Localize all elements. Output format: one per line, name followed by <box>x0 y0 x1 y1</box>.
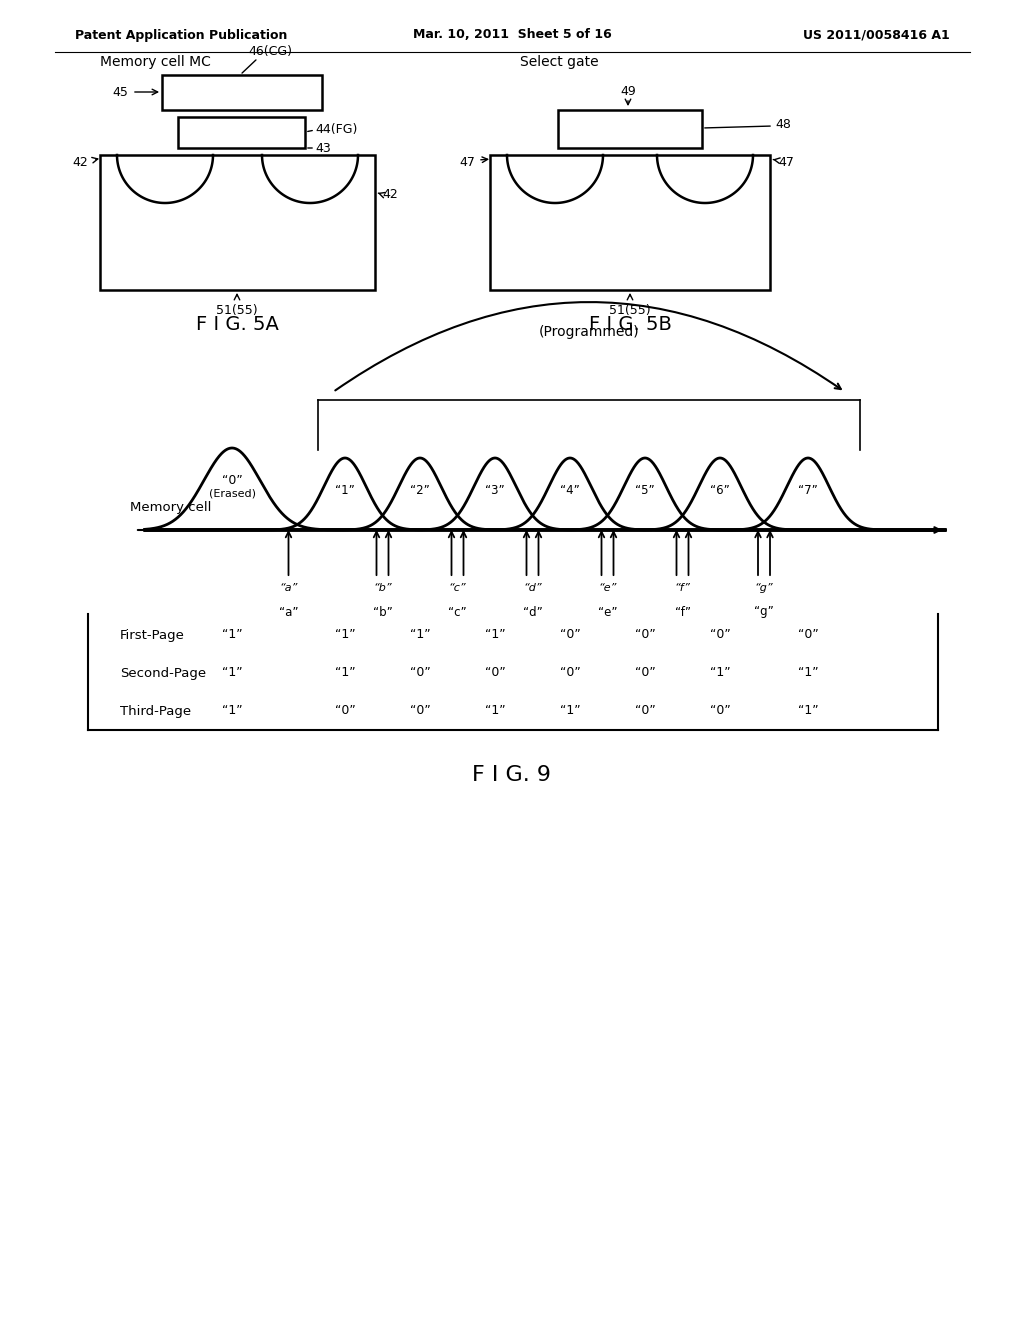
Text: “d”: “d” <box>522 606 543 619</box>
Text: “f”: “f” <box>675 606 690 619</box>
Bar <box>100 154 375 290</box>
Text: “a”: “a” <box>280 583 298 593</box>
Text: “1”: “1” <box>335 667 355 680</box>
Text: Memory cell: Memory cell <box>130 502 211 515</box>
Text: Select gate: Select gate <box>520 55 599 69</box>
Text: F I G. 5A: F I G. 5A <box>196 315 279 334</box>
Text: “7”: “7” <box>798 483 818 496</box>
Text: “a”: “a” <box>279 606 298 619</box>
Text: “1”: “1” <box>221 628 243 642</box>
Text: “1”: “1” <box>484 628 505 642</box>
Text: “0”: “0” <box>560 667 581 680</box>
Text: 42: 42 <box>73 156 88 169</box>
Text: “1”: “1” <box>221 667 243 680</box>
Text: “0”: “0” <box>635 628 655 642</box>
Text: 51(55): 51(55) <box>216 304 258 317</box>
Text: 47: 47 <box>778 156 794 169</box>
Text: “g”: “g” <box>755 583 773 593</box>
Text: 49: 49 <box>621 84 636 98</box>
Text: 48: 48 <box>775 119 791 132</box>
Text: “c”: “c” <box>449 583 466 593</box>
Text: 46(CG): 46(CG) <box>248 45 292 58</box>
Text: 45: 45 <box>112 86 128 99</box>
Text: 43: 43 <box>315 141 331 154</box>
Text: “1”: “1” <box>335 483 355 496</box>
Text: “0”: “0” <box>410 667 430 680</box>
Text: “1”: “1” <box>710 667 730 680</box>
Text: “1”: “1” <box>798 705 818 718</box>
Text: “1”: “1” <box>221 705 243 718</box>
Text: “b”: “b” <box>373 583 392 593</box>
Text: F I G. 9: F I G. 9 <box>472 766 552 785</box>
Text: First-Page: First-Page <box>120 628 185 642</box>
Text: 44(FG): 44(FG) <box>315 124 357 136</box>
Bar <box>490 154 770 290</box>
Text: Mar. 10, 2011  Sheet 5 of 16: Mar. 10, 2011 Sheet 5 of 16 <box>413 29 611 41</box>
Text: “g”: “g” <box>754 606 774 619</box>
Text: “f”: “f” <box>675 583 690 593</box>
Text: (Erased): (Erased) <box>209 488 256 499</box>
Text: “0”: “0” <box>635 667 655 680</box>
Text: “0”: “0” <box>798 628 818 642</box>
Text: “1”: “1” <box>798 667 818 680</box>
Text: “4”: “4” <box>560 483 580 496</box>
Text: “d”: “d” <box>523 583 542 593</box>
Text: “c”: “c” <box>449 606 467 619</box>
Text: “0”: “0” <box>335 705 355 718</box>
Text: 42: 42 <box>382 189 397 202</box>
Text: “b”: “b” <box>373 606 392 619</box>
Text: Second-Page: Second-Page <box>120 667 206 680</box>
Text: “e”: “e” <box>598 583 616 593</box>
Text: “6”: “6” <box>710 483 730 496</box>
Text: “e”: “e” <box>598 606 617 619</box>
Text: “0”: “0” <box>221 474 243 487</box>
Text: Memory cell MC: Memory cell MC <box>100 55 211 69</box>
Text: “0”: “0” <box>635 705 655 718</box>
Text: US 2011/0058416 A1: US 2011/0058416 A1 <box>803 29 950 41</box>
Text: Third-Page: Third-Page <box>120 705 191 718</box>
Text: “1”: “1” <box>410 628 430 642</box>
Bar <box>178 117 305 148</box>
Text: “1”: “1” <box>560 705 581 718</box>
Text: “0”: “0” <box>710 705 730 718</box>
Text: Patent Application Publication: Patent Application Publication <box>75 29 288 41</box>
Text: 47: 47 <box>459 156 475 169</box>
Text: “5”: “5” <box>635 483 654 496</box>
Text: “2”: “2” <box>411 483 430 496</box>
Text: “1”: “1” <box>335 628 355 642</box>
Bar <box>558 110 702 148</box>
Text: (Programmed): (Programmed) <box>539 325 639 339</box>
Text: “0”: “0” <box>484 667 506 680</box>
Text: “0”: “0” <box>710 628 730 642</box>
Text: 51(55): 51(55) <box>609 304 651 317</box>
Text: F I G. 5B: F I G. 5B <box>589 315 672 334</box>
Text: “0”: “0” <box>560 628 581 642</box>
Text: “1”: “1” <box>484 705 505 718</box>
Text: “0”: “0” <box>410 705 430 718</box>
Text: “3”: “3” <box>485 483 505 496</box>
Bar <box>162 75 322 110</box>
